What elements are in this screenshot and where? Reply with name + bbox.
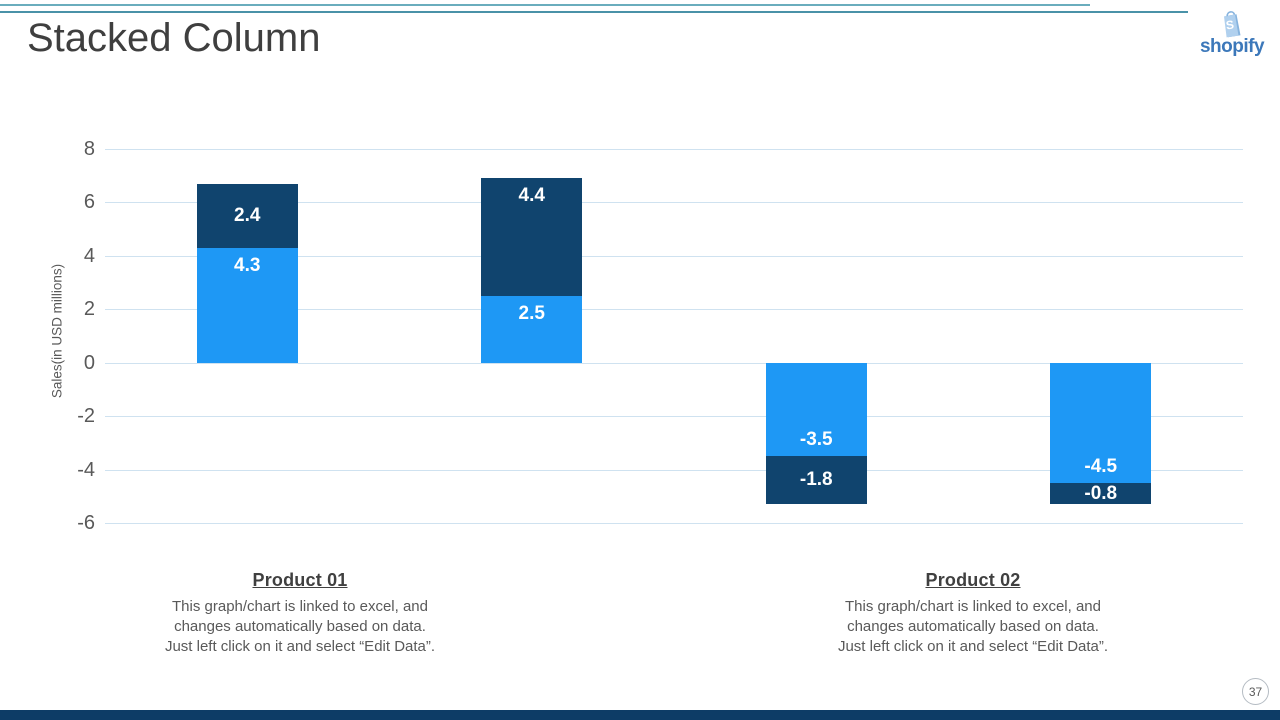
bar-segment-light-blue-segment[interactable]: -4.5 — [1050, 362, 1152, 483]
y-tick-label: -6 — [77, 512, 95, 534]
bar-segment-light-blue-segment[interactable]: -3.5 — [765, 362, 867, 457]
bar-segment-dark-navy-segment[interactable]: -1.8 — [765, 456, 867, 505]
bar-segment-light-blue-segment[interactable]: 4.3 — [196, 247, 298, 363]
bar-value-label: -1.8 — [799, 469, 833, 491]
gridline — [105, 469, 1243, 471]
footer-accent-bar — [0, 710, 1280, 720]
gridline — [105, 255, 1243, 257]
gridline — [105, 362, 1243, 364]
y-tick-label: 6 — [83, 191, 95, 214]
gridline — [105, 523, 1243, 524]
shopping-bag-icon: S — [1224, 11, 1241, 38]
note-line: changes automatically based on data. — [174, 618, 426, 635]
bar-segment-dark-navy-segment[interactable]: 2.4 — [196, 183, 298, 248]
shopify-wordmark: shopify — [1199, 36, 1265, 57]
svg-text:S: S — [1225, 18, 1235, 33]
bar-value-label: 2.4 — [234, 204, 261, 226]
y-tick-label: 4 — [83, 244, 95, 267]
gridline — [105, 416, 1243, 418]
bar-value-label: -4.5 — [1084, 455, 1118, 477]
note-line: Just left click on it and select “Edit D… — [837, 638, 1109, 655]
bar-value-label: 4.3 — [234, 254, 261, 276]
bar-value-label: 2.5 — [518, 302, 545, 324]
gridline — [105, 202, 1243, 204]
bar-value-label: -0.8 — [1084, 482, 1118, 504]
y-tick-label: 2 — [83, 298, 95, 321]
gridline — [105, 149, 1243, 150]
top-accent-line-2 — [0, 11, 1188, 13]
bar-segment-dark-navy-segment[interactable]: -0.8 — [1050, 482, 1152, 505]
shopify-logo: S shopify — [1196, 8, 1268, 58]
note-line: This graph/chart is linked to excel, and — [845, 598, 1101, 615]
gridline — [105, 309, 1243, 311]
product-01-note: Product 01 This graph/chart is linked to… — [128, 570, 472, 657]
product-02-label: Product 02 — [925, 570, 1021, 590]
y-axis-title: Sales(in USD millions) — [49, 263, 65, 399]
bar-segment-light-blue-segment[interactable]: 2.5 — [481, 295, 583, 363]
top-accent-line-1 — [0, 4, 1090, 6]
y-tick-label: 0 — [83, 351, 95, 374]
y-tick-label: -2 — [77, 405, 95, 428]
y-tick-label: -4 — [77, 458, 95, 481]
product-01-label: Product 01 — [252, 570, 348, 590]
y-tick-label: 8 — [83, 138, 95, 160]
product-02-note: Product 02 This graph/chart is linked to… — [801, 570, 1145, 657]
note-line: Just left click on it and select “Edit D… — [164, 638, 436, 655]
bar-segment-dark-navy-segment[interactable]: 4.4 — [481, 178, 583, 296]
page-title: Stacked Column — [27, 16, 321, 60]
note-line: changes automatically based on data. — [847, 618, 1099, 635]
page-number-badge: 37 — [1242, 678, 1269, 705]
bar-value-label: 4.4 — [518, 185, 545, 207]
note-line: This graph/chart is linked to excel, and — [172, 598, 428, 615]
bar-value-label: -3.5 — [799, 429, 833, 451]
